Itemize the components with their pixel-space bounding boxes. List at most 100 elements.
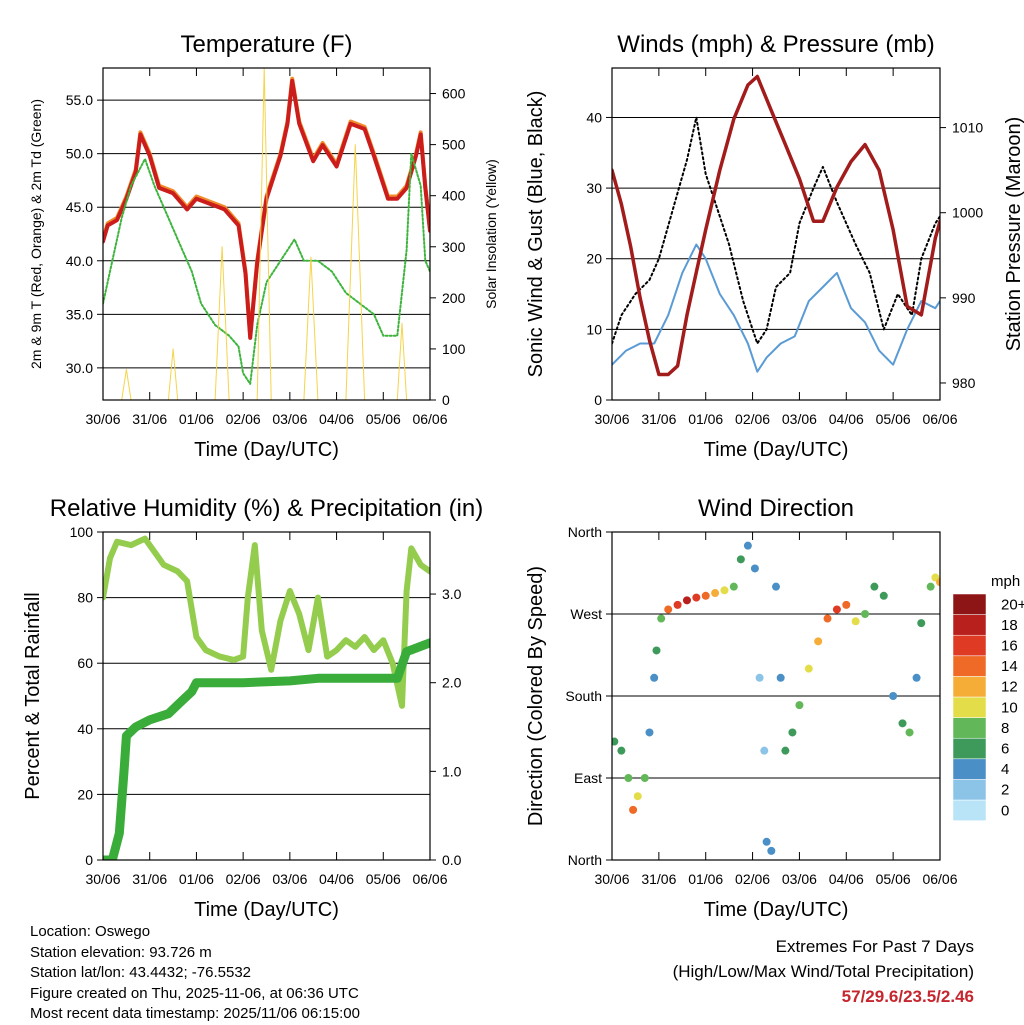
x-axis-label: Time (Day/UTC) xyxy=(194,899,339,921)
station-location: Location: Oswego xyxy=(30,923,151,940)
x-tick-label: 31/06 xyxy=(132,411,167,427)
y-tick-label: 35.0 xyxy=(66,306,93,322)
y2-tick-label: 600 xyxy=(442,86,466,102)
y-tick-label: 80 xyxy=(77,590,93,606)
y-tick-label: 40 xyxy=(77,721,93,737)
wind-direction-point xyxy=(711,589,720,598)
wind-direction-point xyxy=(629,805,638,814)
wind-direction-point xyxy=(720,586,729,595)
x-tick-label: 04/06 xyxy=(829,871,864,887)
x-tick-label: 06/06 xyxy=(922,871,957,887)
extremes-title: Extremes For Past 7 Days xyxy=(775,937,974,956)
colorbar-label: 10 xyxy=(1001,699,1018,716)
x-tick-label: 05/06 xyxy=(876,411,911,427)
colorbar-swatch xyxy=(952,634,987,657)
wind-direction-point xyxy=(650,673,659,682)
x-tick-label: 05/06 xyxy=(876,871,911,887)
x-tick-label: 04/06 xyxy=(829,411,864,427)
wind-direction-point xyxy=(912,673,921,682)
colorbar-swatch xyxy=(952,676,987,698)
wind-direction-point xyxy=(776,673,785,682)
series-station-pressure xyxy=(612,74,940,377)
x-tick-label: 01/06 xyxy=(179,411,214,427)
x-tick-label: 03/06 xyxy=(272,411,307,427)
y2-axis-label: Solar Insolation (Yellow) xyxy=(483,159,499,309)
colorbar-label: 16 xyxy=(1001,638,1018,655)
x-tick-label: 30/06 xyxy=(85,871,120,887)
wind-direction-point xyxy=(701,591,710,600)
y-tick-label: 50.0 xyxy=(66,146,93,162)
y2-tick-label: 400 xyxy=(442,188,466,204)
x-tick-label: 31/06 xyxy=(641,411,676,427)
series-total-precipitation xyxy=(103,638,430,860)
wind-direction-point xyxy=(917,619,926,628)
colorbar-label: 8 xyxy=(1001,720,1009,737)
series-2m-t xyxy=(103,78,430,340)
colorbar: mph 0 2 4 6 8 10 12 14 16 18 20+ xyxy=(952,573,1024,821)
plot-frame xyxy=(611,531,941,861)
y-tick-label: 40.0 xyxy=(66,253,93,269)
y2-tick-label: 100 xyxy=(442,341,466,357)
wind-direction-point xyxy=(762,837,771,846)
colorbar-label: 2 xyxy=(1001,782,1009,799)
x-tick-label: 02/06 xyxy=(226,411,261,427)
y-tick-label: South xyxy=(565,688,602,704)
series-sonic-wind xyxy=(612,243,940,373)
x-tick-label: 31/06 xyxy=(132,871,167,887)
wind-direction-point xyxy=(861,610,870,618)
y2-tick-label: 990 xyxy=(952,290,976,306)
y-tick-label: East xyxy=(574,770,602,786)
wind-direction-point xyxy=(755,673,764,682)
wind-direction-point xyxy=(640,774,649,782)
wind-direction-point xyxy=(842,600,851,609)
series-2m-td xyxy=(103,152,430,385)
x-tick-label: 02/06 xyxy=(226,871,261,887)
wind-direction-point xyxy=(612,737,619,746)
colorbar-swatch xyxy=(952,593,987,615)
colorbar-label: 4 xyxy=(1001,761,1009,778)
y-tick-label: 55.0 xyxy=(66,92,93,108)
colorbar-swatch xyxy=(952,696,987,718)
x-tick-label: 06/06 xyxy=(922,411,957,427)
wind-direction-point xyxy=(772,582,780,591)
y-tick-label: 45.0 xyxy=(66,199,93,215)
y2-tick-label: 0 xyxy=(442,392,450,408)
wind-direction-point xyxy=(652,646,661,655)
colorbar-label: 6 xyxy=(1001,741,1009,758)
wind-direction-point xyxy=(645,728,654,737)
extremes-subtitle: (High/Low/Max Wind/Total Precipitation) xyxy=(672,962,974,981)
chart-panel-4: Wind Direction North East South West North 30/… xyxy=(525,495,1024,921)
x-tick-label: 01/06 xyxy=(688,871,723,887)
colorbar-swatch xyxy=(952,758,987,780)
plot-area xyxy=(103,535,430,860)
x-tick-label: 02/06 xyxy=(735,871,770,887)
wind-direction-point xyxy=(760,746,769,755)
x-tick-label: 03/06 xyxy=(272,871,307,887)
x-axis-label: Time (Day/UTC) xyxy=(704,439,849,461)
wind-direction-point xyxy=(804,664,813,673)
wind-direction-point xyxy=(781,746,790,755)
x-tick-label: 01/06 xyxy=(179,871,214,887)
y2-tick-label: 1010 xyxy=(952,120,983,136)
wind-direction-point xyxy=(624,774,633,782)
chart-title: Winds (mph) & Pressure (mb) xyxy=(617,31,934,58)
chart-title: Wind Direction xyxy=(698,495,854,522)
y-axis-label: Sonic Wind & Gust (Blue, Black) xyxy=(525,91,547,378)
colorbar-label: 12 xyxy=(1001,679,1018,696)
chart-title: Temperature (F) xyxy=(180,31,352,58)
wind-direction-point xyxy=(788,728,797,737)
wind-direction-point xyxy=(823,614,832,623)
chart-panel-3: Relative Humidity (%) & Precipitation (i… xyxy=(22,495,483,921)
wind-direction-point xyxy=(898,719,907,728)
x-tick-label: 30/06 xyxy=(594,411,629,427)
wind-direction-point xyxy=(743,541,752,550)
figure-created: Figure created on Thu, 2025-11-06, at 06… xyxy=(30,984,359,1002)
y2-tick-label: 2.0 xyxy=(442,675,462,691)
y2-tick-label: 200 xyxy=(442,290,466,306)
colorbar-label: 0 xyxy=(1001,802,1009,819)
x-tick-label: 30/06 xyxy=(85,411,120,427)
colorbar-swatch xyxy=(952,737,987,760)
y2-tick-label: 500 xyxy=(442,137,466,153)
extremes-values: 57/29.6/23.5/2.46 xyxy=(841,987,974,1006)
wind-direction-point xyxy=(664,605,673,614)
